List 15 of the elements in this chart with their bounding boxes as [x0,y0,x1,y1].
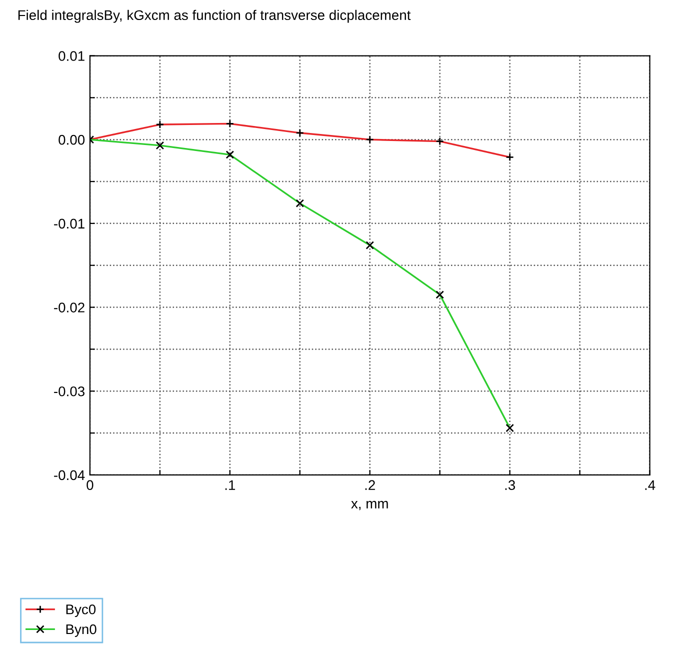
y-tick-label: -0.02 [54,302,84,312]
x-tick-label: .4 [645,480,656,490]
x-tick-label: 0 [86,480,94,490]
y-tick-label: 0.00 [58,134,85,145]
y-tick-label: 0.01 [58,51,84,61]
y-tick-label: -0.03 [54,386,84,396]
legend-label: Byc0 [66,604,96,618]
x-tick-label: .3 [505,480,516,490]
y-tick-label: -0.04 [54,470,85,480]
chart-title: Field integralsBy, kGxcm as function of transverse dicplacement [18,10,411,23]
y-tick-label: -0.01 [54,218,84,229]
legend-label: Byn0 [66,624,96,637]
x-axis-title: x, mm [351,500,388,510]
x-tick-label: .1 [225,480,236,490]
x-tick-label: .2 [365,480,375,490]
